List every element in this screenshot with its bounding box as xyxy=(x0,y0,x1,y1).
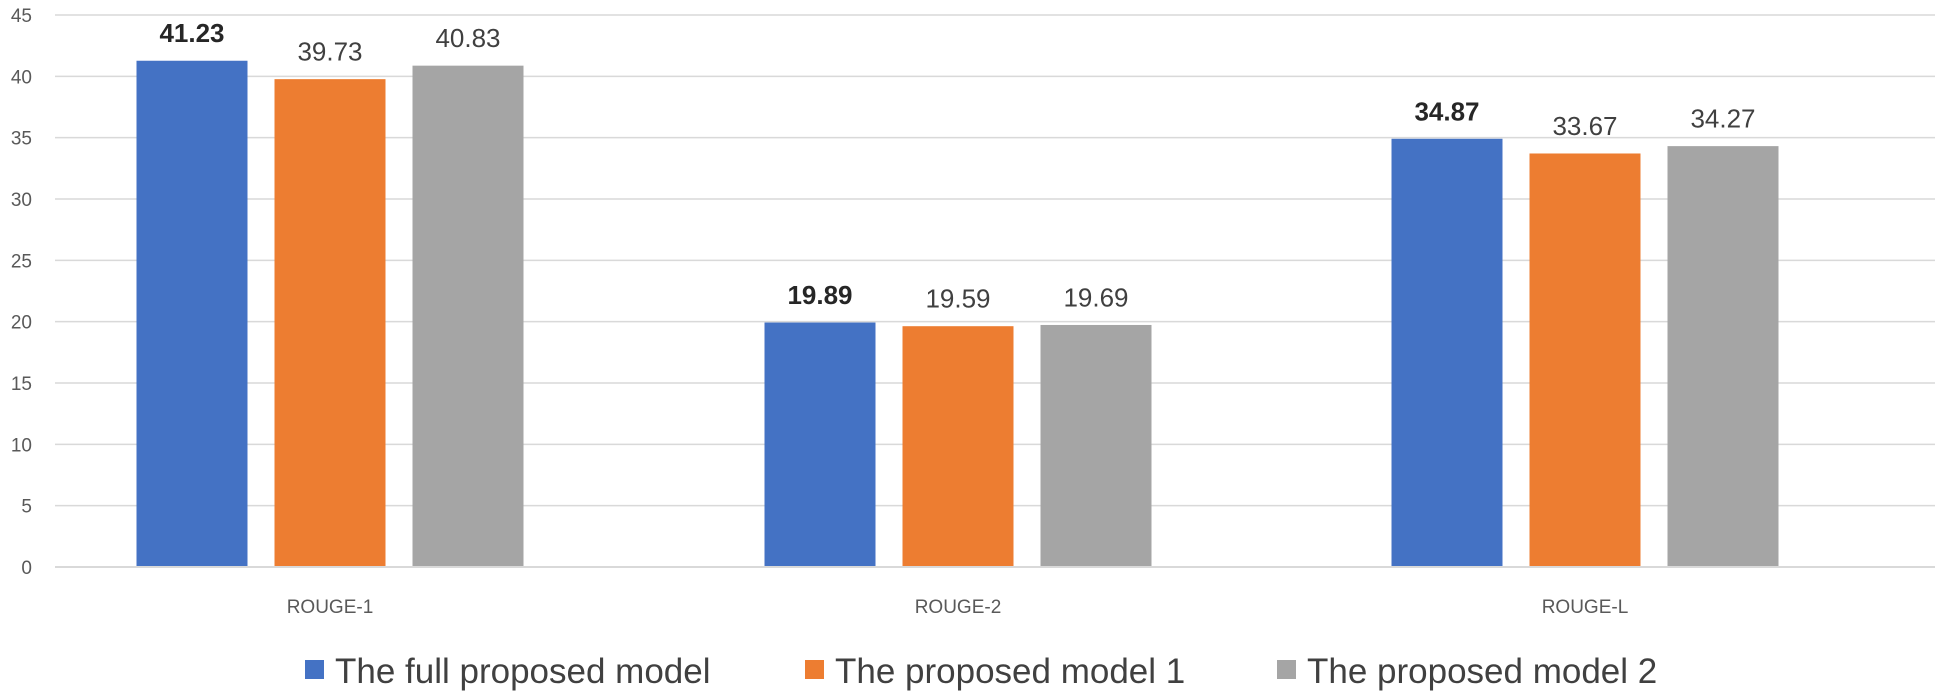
y-axis-tick-labels: 0 5 10 15 20 25 30 35 40 45 xyxy=(11,6,32,579)
legend-swatch xyxy=(805,660,824,679)
data-label: 19.69 xyxy=(1063,282,1128,312)
data-label: 34.27 xyxy=(1690,104,1755,134)
x-tick-label: ROUGE-L xyxy=(1542,597,1629,618)
bar xyxy=(274,79,386,568)
y-tick-label: 0 xyxy=(21,558,32,579)
data-labels: 41.23 19.89 34.87 39.73 19.59 33.67 40.83 19.69… xyxy=(159,18,1755,313)
y-tick-label: 30 xyxy=(11,190,32,211)
data-label: 33.67 xyxy=(1552,111,1617,141)
data-label: 34.87 xyxy=(1414,96,1479,126)
legend-swatch xyxy=(1277,660,1296,679)
y-tick-label: 5 xyxy=(21,497,32,518)
bar xyxy=(1391,138,1503,568)
bar xyxy=(1529,153,1641,568)
legend: The full proposed model The proposed mode… xyxy=(305,652,1657,691)
x-axis-category-labels: ROUGE-1 ROUGE-2 ROUGE-L xyxy=(287,597,1629,618)
bar xyxy=(1040,324,1152,568)
y-tick-label: 20 xyxy=(11,313,32,334)
y-tick-label: 15 xyxy=(11,374,32,395)
legend-label: The proposed model 2 xyxy=(1307,652,1657,691)
y-tick-label: 25 xyxy=(11,251,32,272)
x-tick-label: ROUGE-2 xyxy=(915,597,1002,618)
bar xyxy=(1667,146,1779,568)
legend-label: The proposed model 1 xyxy=(835,652,1185,691)
y-tick-label: 40 xyxy=(11,67,32,88)
legend-label: The full proposed model xyxy=(335,652,711,691)
legend-swatch xyxy=(305,660,324,679)
bar xyxy=(764,322,876,568)
data-label: 40.83 xyxy=(435,23,500,53)
data-label: 19.89 xyxy=(787,280,852,310)
y-tick-label: 10 xyxy=(11,435,32,456)
data-label: 41.23 xyxy=(159,18,224,48)
bars xyxy=(136,60,1779,568)
bar xyxy=(902,326,1014,568)
x-tick-label: ROUGE-1 xyxy=(287,597,374,618)
data-label: 19.59 xyxy=(925,284,990,314)
bar xyxy=(412,65,524,568)
y-tick-label: 45 xyxy=(11,6,32,27)
y-tick-label: 35 xyxy=(11,129,32,150)
data-label: 39.73 xyxy=(297,37,362,67)
bar xyxy=(136,60,248,568)
